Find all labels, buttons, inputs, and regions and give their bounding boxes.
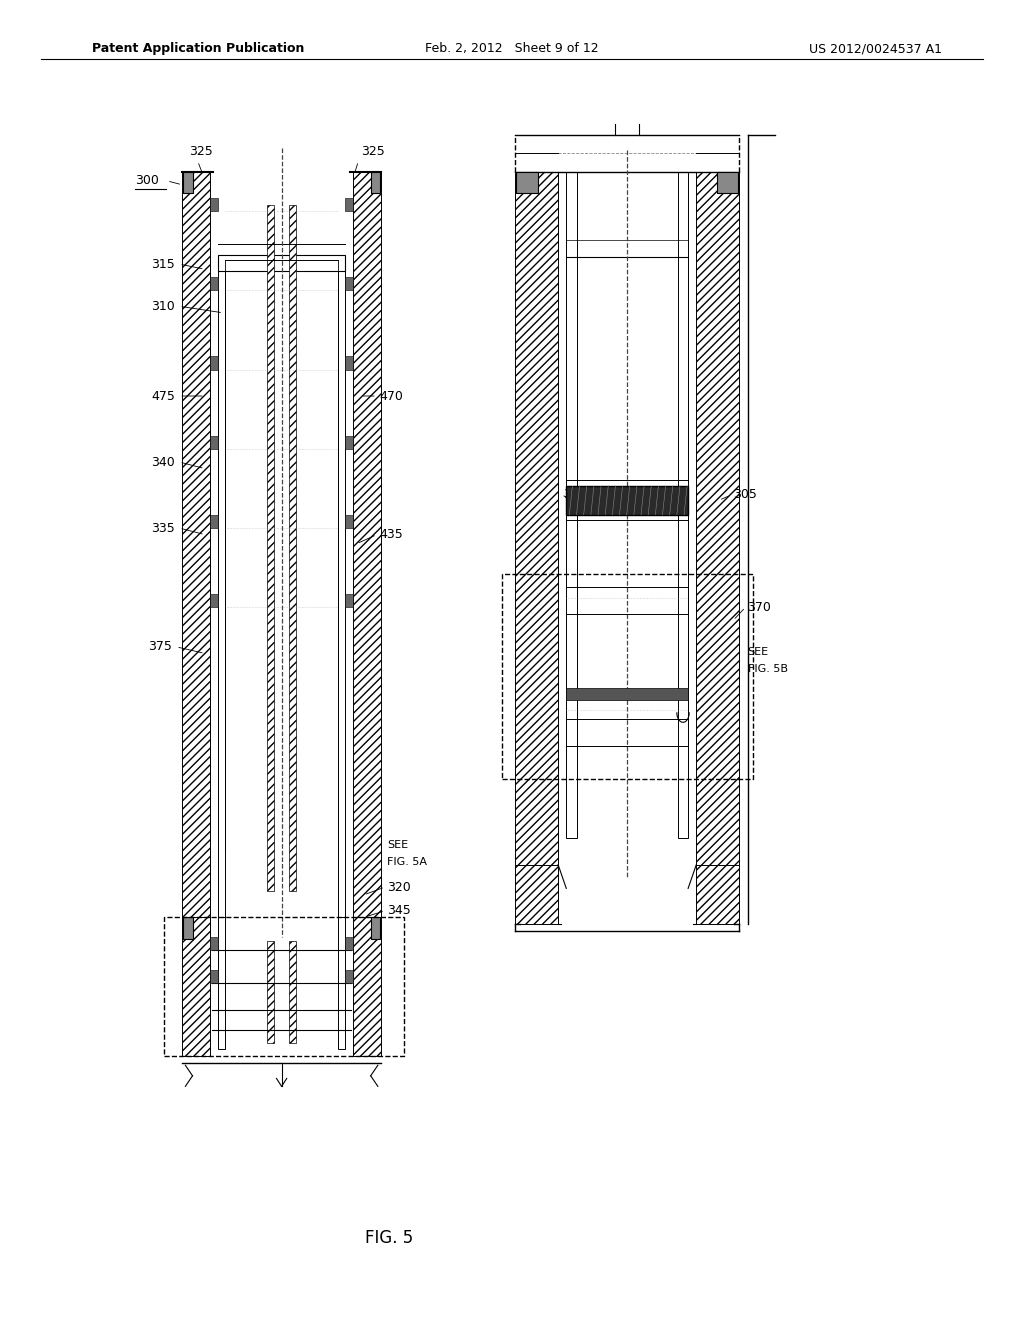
- Bar: [338, 917, 345, 1049]
- Bar: [338, 271, 345, 917]
- Bar: [345, 436, 353, 449]
- Text: 335: 335: [152, 521, 175, 535]
- Text: 375: 375: [148, 640, 172, 653]
- Bar: [696, 865, 739, 924]
- Bar: [210, 277, 218, 290]
- Bar: [218, 255, 345, 271]
- Bar: [353, 172, 381, 917]
- Text: 330: 330: [563, 488, 587, 502]
- Bar: [717, 172, 738, 193]
- Bar: [210, 937, 218, 950]
- Bar: [678, 172, 688, 838]
- Text: 470: 470: [379, 389, 402, 403]
- Bar: [182, 172, 210, 917]
- Text: Feb. 2, 2012   Sheet 9 of 12: Feb. 2, 2012 Sheet 9 of 12: [425, 42, 599, 55]
- Bar: [210, 198, 218, 211]
- Bar: [516, 172, 538, 193]
- Bar: [210, 356, 218, 370]
- Bar: [289, 941, 296, 1043]
- Text: 325: 325: [188, 145, 213, 158]
- Bar: [353, 917, 381, 1056]
- Text: FIG. 5B: FIG. 5B: [748, 664, 787, 675]
- Text: 475: 475: [152, 389, 175, 403]
- Text: US 2012/0024537 A1: US 2012/0024537 A1: [809, 42, 942, 55]
- Text: 345: 345: [387, 904, 411, 917]
- Bar: [183, 917, 193, 939]
- Bar: [502, 574, 753, 779]
- Bar: [267, 205, 274, 891]
- Text: FIG. 5: FIG. 5: [365, 1229, 414, 1247]
- Bar: [345, 277, 353, 290]
- Bar: [210, 594, 218, 607]
- Bar: [345, 198, 353, 211]
- Text: 370: 370: [748, 601, 771, 614]
- Bar: [210, 436, 218, 449]
- Bar: [566, 172, 577, 838]
- Text: SEE: SEE: [387, 840, 409, 850]
- Bar: [183, 172, 193, 193]
- Text: 340: 340: [152, 455, 175, 469]
- Text: Patent Application Publication: Patent Application Publication: [92, 42, 304, 55]
- Bar: [566, 688, 688, 700]
- Text: 305: 305: [733, 488, 757, 502]
- Bar: [371, 172, 380, 193]
- Bar: [164, 917, 404, 1056]
- Text: 320: 320: [387, 880, 411, 894]
- Bar: [566, 486, 688, 515]
- Bar: [345, 970, 353, 983]
- Text: FIG. 5A: FIG. 5A: [387, 857, 427, 867]
- Text: SEE: SEE: [748, 647, 769, 657]
- Text: 315: 315: [152, 257, 175, 271]
- Bar: [267, 941, 274, 1043]
- Bar: [345, 594, 353, 607]
- Bar: [345, 515, 353, 528]
- Bar: [515, 865, 558, 924]
- Text: 310: 310: [152, 300, 175, 313]
- Bar: [210, 515, 218, 528]
- Text: 325: 325: [361, 145, 385, 158]
- Bar: [218, 917, 225, 1049]
- Bar: [345, 356, 353, 370]
- Bar: [289, 205, 296, 891]
- Bar: [218, 271, 225, 917]
- Bar: [515, 172, 558, 865]
- Bar: [696, 172, 739, 865]
- Text: 300: 300: [135, 174, 159, 187]
- Bar: [345, 937, 353, 950]
- Bar: [182, 917, 210, 1056]
- Text: 435: 435: [379, 528, 402, 541]
- Bar: [210, 970, 218, 983]
- Bar: [371, 917, 380, 939]
